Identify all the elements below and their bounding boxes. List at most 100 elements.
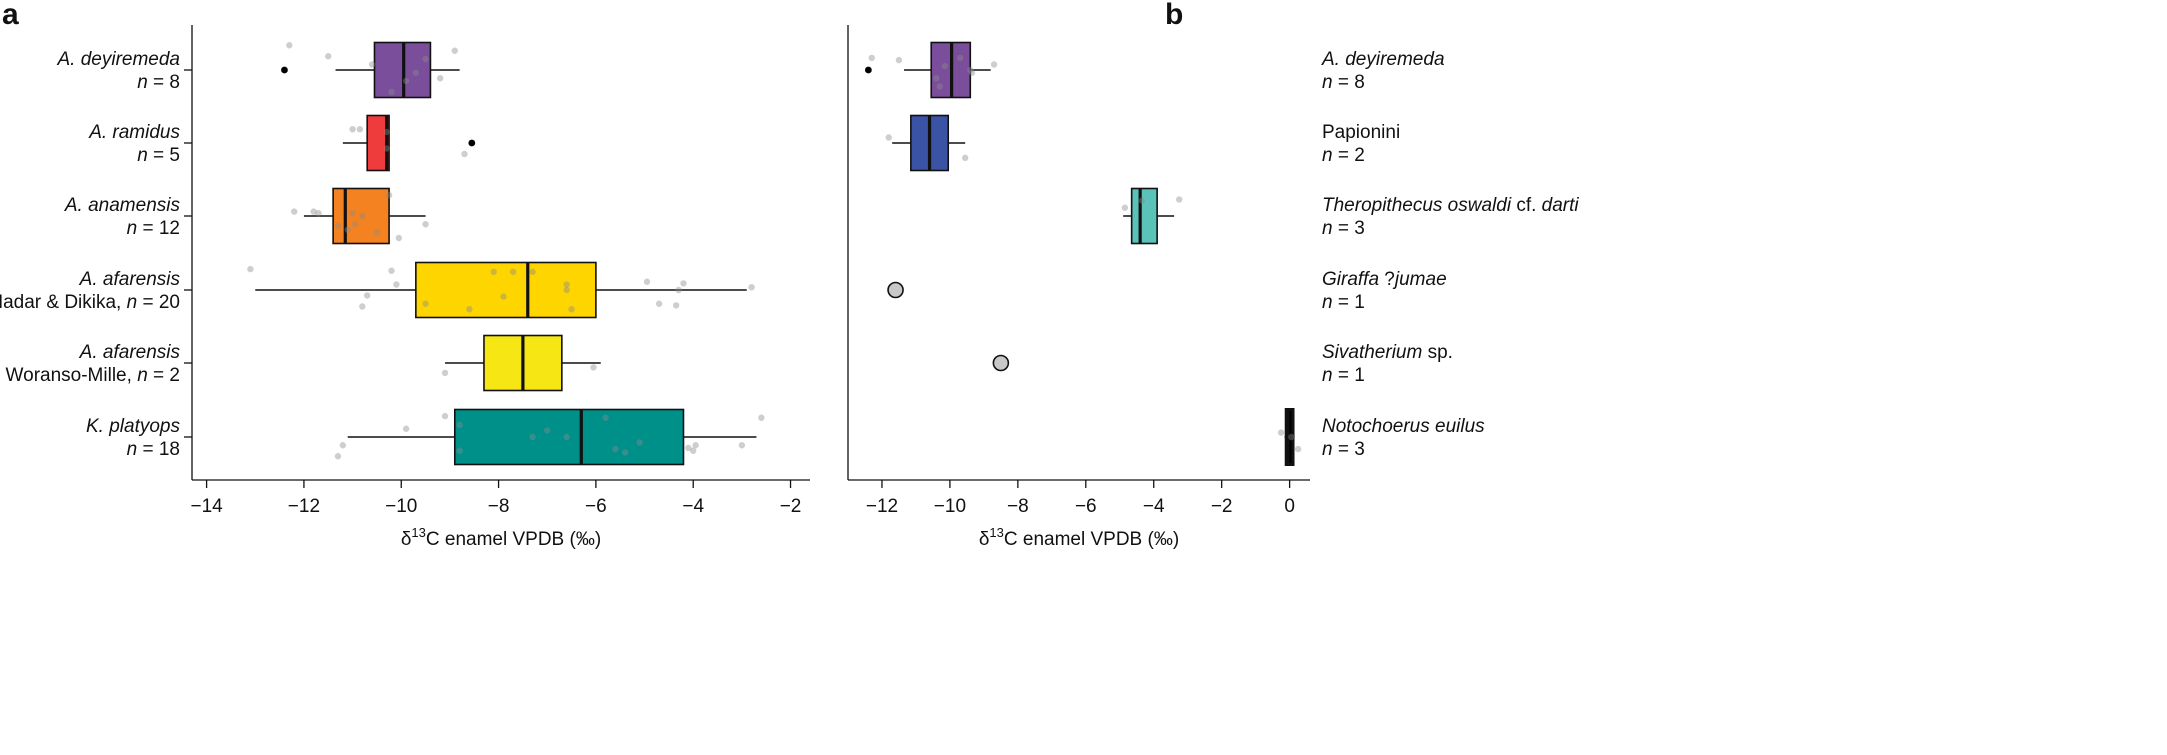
data-point [563, 433, 570, 441]
group-n-label: n = 3 [1322, 218, 1365, 239]
data-point [441, 412, 449, 420]
data-point [388, 88, 395, 96]
data-point [456, 447, 463, 454]
group-label: A. ramidus [88, 122, 180, 143]
data-point [675, 286, 682, 294]
data-point [933, 75, 940, 82]
data-point [461, 150, 468, 158]
data-point [334, 222, 342, 230]
box [332, 187, 390, 245]
group-label: A. afarensis [79, 342, 181, 363]
group-label: Notochoerus euilus [1322, 416, 1485, 437]
data-point [655, 300, 663, 307]
data-point [563, 281, 570, 288]
group-label: A. anamensis [64, 195, 181, 216]
data-point [385, 191, 393, 199]
data-point [247, 265, 254, 273]
data-point [490, 268, 497, 276]
data-point [395, 234, 403, 242]
data-point [1277, 429, 1285, 436]
x-tick-label: −10 [385, 496, 417, 517]
data-point [967, 66, 974, 74]
data-point [529, 433, 536, 441]
data-point [690, 447, 697, 454]
data-point [758, 414, 765, 421]
data-point [466, 306, 473, 313]
data-point [692, 442, 699, 449]
data-point [941, 62, 949, 70]
data-point [393, 281, 400, 288]
data-point [325, 53, 332, 60]
data-point [373, 229, 381, 236]
x-tick-label: −10 [934, 496, 966, 517]
data-point [672, 302, 680, 309]
data-point [544, 427, 551, 434]
data-point [961, 154, 969, 162]
data-point [636, 439, 643, 446]
data-point [885, 134, 892, 141]
data-point [621, 449, 629, 456]
group-n-label: Hadar & Dikika, n = 20 [0, 292, 180, 313]
x-tick-label: −12 [866, 496, 898, 517]
group-n-label: n = 1 [1322, 365, 1365, 386]
data-point [509, 268, 517, 276]
data-point [383, 145, 390, 152]
x-tick-label: −4 [1143, 496, 1165, 517]
panel-letter-b: b [1165, 0, 1183, 31]
x-tick-label: 0 [1284, 496, 1295, 517]
data-point [368, 61, 376, 68]
outlier-point [281, 66, 288, 74]
data-point [1121, 204, 1129, 211]
data-point [422, 300, 429, 307]
group-n-label: Woranso-Mille, n = 2 [6, 365, 180, 386]
data-point [441, 369, 449, 377]
data-point [680, 280, 687, 287]
group-n-label: n = 1 [1322, 292, 1365, 313]
group-label: Theropithecus oswaldi cf. darti [1322, 195, 1579, 216]
x-tick-label: −2 [1211, 496, 1233, 517]
group-label: Sivatherium sp. [1322, 342, 1453, 363]
data-point [286, 42, 293, 49]
data-point [956, 54, 964, 62]
data-point [436, 75, 444, 82]
data-point [529, 268, 536, 276]
single-value-point [992, 354, 1010, 372]
data-point [500, 293, 507, 300]
data-point [738, 442, 746, 449]
data-point [1294, 445, 1302, 453]
box [453, 408, 685, 466]
data-point [334, 453, 342, 460]
data-point [359, 212, 366, 220]
data-point [359, 303, 366, 310]
x-tick-label: −6 [585, 496, 607, 517]
data-point [315, 210, 322, 217]
data-point [451, 47, 458, 54]
data-point [383, 128, 390, 136]
data-point [402, 425, 410, 432]
data-point [1288, 433, 1295, 441]
data-point [388, 267, 395, 274]
group-n-label: n = 2 [1322, 145, 1365, 166]
group-n-label: n = 3 [1322, 439, 1365, 460]
data-point [685, 444, 692, 452]
data-point [968, 69, 976, 76]
data-point [349, 210, 356, 217]
data-point [422, 55, 429, 63]
data-point [568, 306, 575, 313]
data-point [349, 126, 356, 133]
group-n-label: n = 18 [127, 439, 180, 460]
box [1130, 187, 1158, 245]
group-label: A. deyiremeda [56, 49, 180, 70]
x-tick-label: −12 [288, 496, 320, 517]
panel-b-box-plot: −12 −10 −8 −6 −4 −2 0 δ13C enamel VPDB (‰) A. de… [847, 25, 1579, 550]
data-point [643, 278, 651, 285]
box [415, 261, 597, 319]
data-point [868, 54, 875, 62]
x-tick-label: −6 [1075, 496, 1097, 517]
